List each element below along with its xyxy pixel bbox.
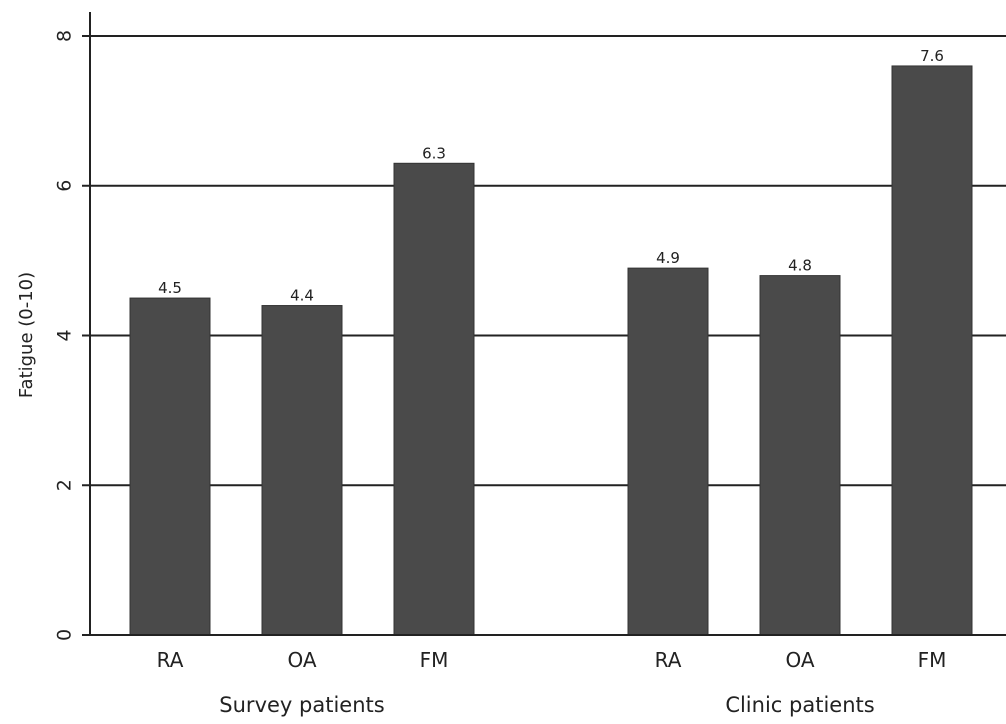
y-tick-label: 4 bbox=[54, 329, 76, 341]
category-label: RA bbox=[157, 648, 184, 672]
bar-fm bbox=[393, 162, 475, 636]
group-labels: Survey patients Clinic patients bbox=[219, 693, 874, 717]
y-tick-label: 2 bbox=[54, 479, 76, 491]
bar-oa bbox=[261, 305, 343, 636]
category-label: FM bbox=[420, 648, 449, 672]
y-axis-title: Fatigue (0-10) bbox=[16, 272, 37, 398]
y-tick-label: 0 bbox=[54, 629, 76, 641]
category-label: RA bbox=[655, 648, 682, 672]
group-label: Clinic patients bbox=[725, 693, 874, 717]
y-tick-label: 8 bbox=[54, 30, 76, 42]
bar-value-label: 4.5 bbox=[158, 279, 182, 297]
bar-fm bbox=[891, 65, 973, 636]
x-tick-labels: RA OA FM RA OA FM bbox=[157, 648, 947, 672]
category-label: OA bbox=[785, 648, 814, 672]
group-label: Survey patients bbox=[219, 693, 384, 717]
bars: 4.5 4.4 6.3 4.9 4.8 7.6 bbox=[129, 47, 973, 636]
bar-value-label: 4.8 bbox=[788, 257, 812, 275]
bar-value-label: 7.6 bbox=[920, 47, 944, 65]
bar-ra bbox=[627, 267, 709, 636]
bar-oa bbox=[759, 275, 841, 636]
grid-lines bbox=[82, 35, 1006, 636]
bar-value-label: 6.3 bbox=[422, 144, 446, 162]
bar-value-label: 4.9 bbox=[656, 249, 680, 267]
category-label: FM bbox=[918, 648, 947, 672]
bar-ra bbox=[129, 297, 211, 636]
y-tick-labels: 0 2 4 6 8 bbox=[54, 30, 76, 641]
bar-value-label: 4.4 bbox=[290, 287, 314, 305]
y-tick-label: 6 bbox=[54, 180, 76, 192]
category-label: OA bbox=[287, 648, 316, 672]
